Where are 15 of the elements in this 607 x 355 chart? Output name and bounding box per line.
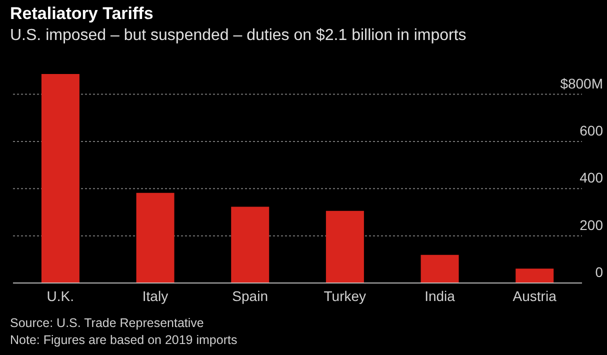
x-tick-label: Turkey: [324, 288, 366, 304]
source-note: Source: U.S. Trade Representative: [10, 316, 204, 330]
chart-title: Retaliatory Tariffs: [10, 4, 154, 23]
y-tick-label: 200: [580, 216, 604, 233]
y-tick-label: 400: [580, 170, 604, 186]
x-tick-label: India: [424, 288, 456, 304]
text: Note: Figures are based on 2019 imports: [10, 333, 238, 347]
y-tick-label: $800M: [560, 75, 603, 92]
y-tick-label: 0: [595, 264, 604, 280]
x-tick-label: Spain: [232, 288, 268, 304]
x-tick-label: Italy: [142, 288, 168, 304]
y-tick-label: 600: [580, 122, 604, 138]
x-tick-label: U.K.: [46, 288, 74, 304]
x-tick-label: Austria: [512, 288, 557, 304]
chart-subtitle: U.S. imposed – but suspended – duties on $2.1 billion in imports: [10, 27, 466, 44]
